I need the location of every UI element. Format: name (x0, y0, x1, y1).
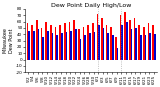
Bar (32, 25, 33, 60)
Bar (87, 25, 89, 60)
Bar (73, 20, 75, 60)
Bar (61, 33, 63, 60)
Bar (70, 31, 72, 60)
Bar (98, 25, 100, 60)
Bar (121, 25, 123, 60)
Bar (92, 23, 94, 60)
Bar (36, 20, 38, 60)
Bar (148, 23, 149, 60)
Title: Dew Point Daily High/Low: Dew Point Daily High/Low (51, 3, 131, 8)
Bar (94, 32, 95, 60)
Bar (64, 23, 66, 60)
Bar (134, 18, 135, 60)
Y-axis label: Milwaukee
Dew Point: Milwaukee Dew Point (3, 28, 14, 54)
Bar (149, 33, 151, 60)
Bar (96, 14, 98, 60)
Bar (115, 37, 117, 60)
Bar (59, 25, 61, 60)
Bar (154, 34, 156, 60)
Bar (78, 29, 80, 60)
Bar (135, 28, 137, 60)
Bar (75, 29, 77, 60)
Bar (50, 25, 52, 60)
Bar (28, 31, 30, 60)
Bar (56, 35, 58, 60)
Bar (33, 31, 35, 60)
Bar (47, 31, 49, 60)
Bar (38, 29, 39, 60)
Bar (66, 32, 67, 60)
Bar (52, 33, 53, 60)
Bar (42, 37, 44, 60)
Bar (126, 21, 128, 60)
Bar (145, 35, 146, 60)
Bar (83, 27, 84, 60)
Bar (89, 33, 91, 60)
Bar (140, 35, 142, 60)
Bar (131, 29, 132, 60)
Bar (108, 33, 109, 60)
Bar (111, 27, 112, 60)
Bar (138, 25, 140, 60)
Bar (124, 12, 126, 60)
Bar (106, 25, 108, 60)
Bar (69, 21, 70, 60)
Bar (103, 28, 104, 60)
Bar (117, 48, 118, 60)
Bar (41, 28, 42, 60)
Bar (80, 39, 81, 60)
Bar (129, 20, 131, 60)
Bar (152, 25, 154, 60)
Bar (120, 15, 121, 60)
Bar (143, 27, 145, 60)
Bar (45, 21, 47, 60)
Bar (55, 27, 56, 60)
Bar (112, 35, 114, 60)
Bar (84, 35, 86, 60)
Bar (101, 18, 103, 60)
Bar (27, 23, 28, 60)
